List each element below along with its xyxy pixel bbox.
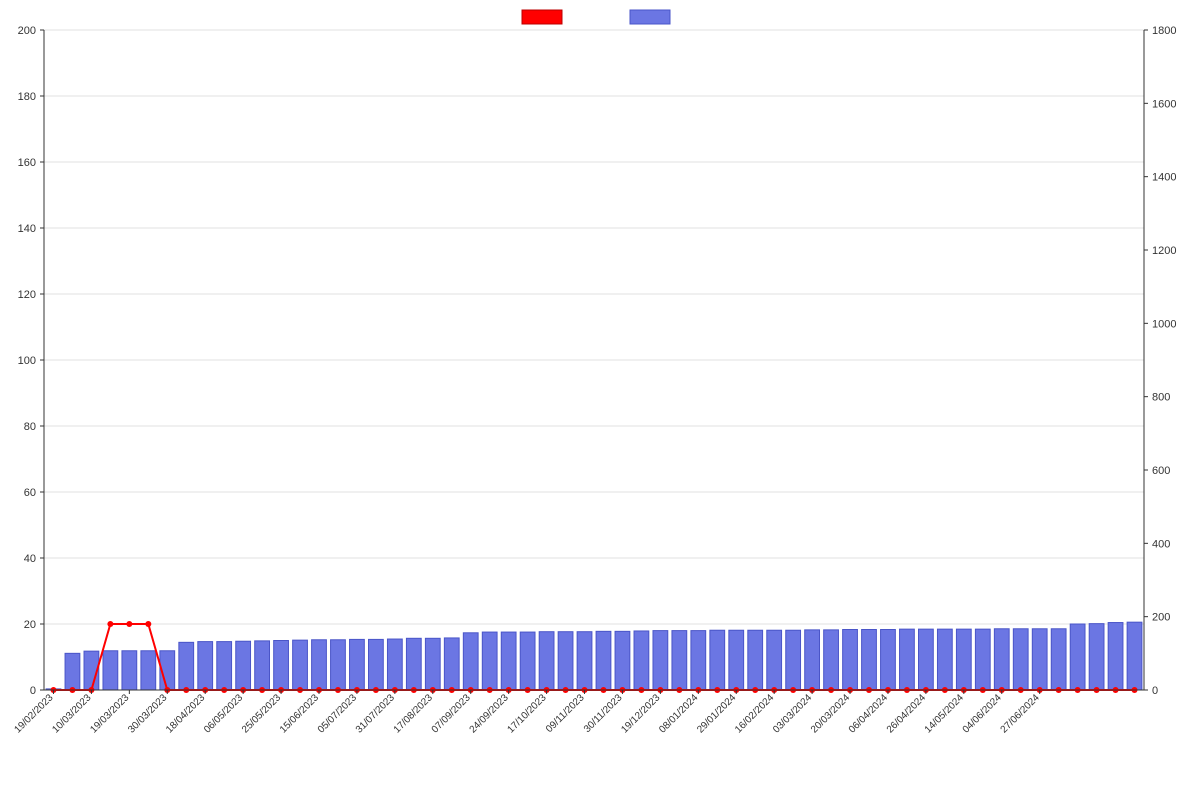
bar [975,629,990,690]
left-axis-tick-label: 0 [30,685,36,697]
bar [843,630,858,691]
bar [1127,622,1142,690]
bar [179,642,194,690]
line-marker [107,621,113,627]
bar [122,651,137,690]
bar [103,651,118,690]
bar [786,630,801,690]
bar [1089,624,1104,690]
bar [748,630,763,690]
bar [444,638,459,690]
left-axis-tick-label: 180 [18,91,36,103]
bar [805,630,820,690]
line-marker [145,621,151,627]
bar [937,629,952,690]
left-axis-tick-label: 120 [18,289,36,301]
combo-chart: 0 20 40 60 80 100 120 140 160 180 200 0 200 400 600 800… [0,0,1200,800]
bar [331,640,346,690]
bar [539,632,554,690]
right-axis-tick-label: 200 [1152,612,1170,624]
bar [1013,629,1028,690]
bar [824,630,839,690]
bar [274,641,289,691]
bar [1051,629,1066,690]
bar [577,632,592,690]
bar [312,640,327,690]
bar [767,630,782,690]
bar [672,631,687,690]
left-axis-tick-label: 20 [24,619,36,631]
right-axis-tick-label: 400 [1152,538,1170,550]
bar [463,633,478,690]
bar [65,653,80,690]
left-axis-tick-label: 200 [18,25,36,37]
bar [350,639,365,690]
right-axis-tick-label: 1000 [1152,318,1176,330]
right-axis-tick-label: 1400 [1152,172,1176,184]
bar [369,639,384,690]
right-axis-tick-label: 0 [1152,685,1158,697]
bar [881,630,896,691]
bar [691,631,706,690]
bar [994,629,1009,690]
bar [596,631,611,690]
bar [1032,629,1047,690]
legend-swatch-line [522,10,562,24]
line-marker [126,621,132,627]
left-axis-tick-label: 140 [18,223,36,235]
bar [956,629,971,690]
bar [141,651,156,690]
left-axis-tick-label: 100 [18,355,36,367]
left-axis-tick-label: 160 [18,157,36,169]
bar [634,631,649,690]
right-axis-tick-label: 1800 [1152,25,1176,37]
bar [919,629,934,690]
bar [482,632,497,690]
right-axis-tick-label: 600 [1152,465,1170,477]
bar [406,638,421,690]
bar [217,642,232,690]
bar [1070,624,1085,690]
left-axis-tick-label: 60 [24,487,36,499]
bar [729,630,744,690]
right-axis-tick-label: 1600 [1152,98,1176,110]
bar [653,631,668,690]
bar [236,641,251,690]
bar [425,638,440,690]
bar [710,630,725,690]
right-axis-tick-label: 800 [1152,392,1170,404]
left-axis-tick-label: 80 [24,421,36,433]
bar [558,632,573,690]
bar [387,639,402,690]
bar [1108,623,1123,690]
legend-swatch-bar [630,10,670,24]
bar [862,630,877,691]
bar [293,640,308,690]
bar [900,629,915,690]
bar [520,632,535,690]
bar [198,642,213,690]
left-axis-tick-label: 40 [24,553,36,565]
bar [501,632,516,690]
right-axis-tick-label: 1200 [1152,245,1176,257]
bar [615,631,630,690]
bar [255,641,270,690]
